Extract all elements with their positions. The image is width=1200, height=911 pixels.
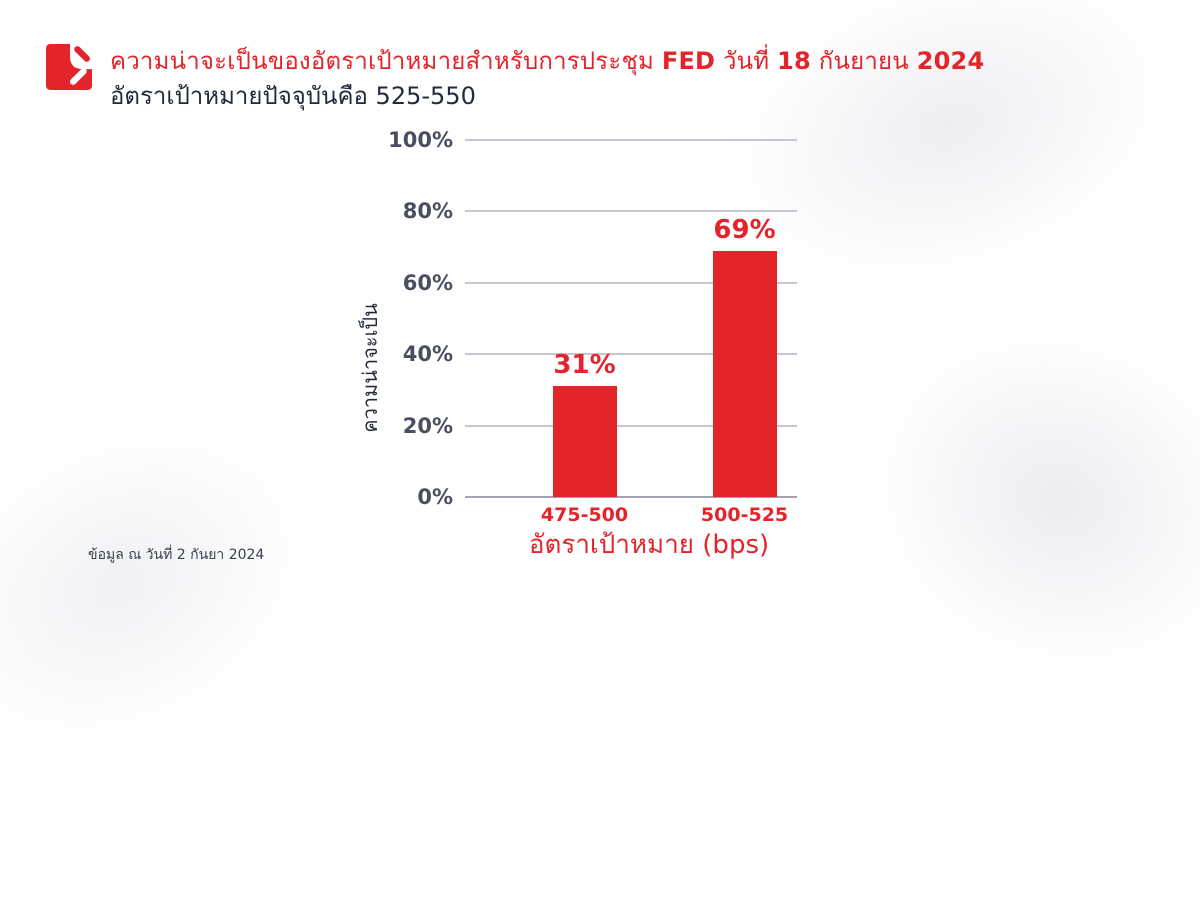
x-axis-title: อัตราเป้าหมาย (bps) (528, 530, 770, 560)
bar (712, 250, 777, 497)
gridline (465, 210, 797, 213)
chart-title-segment: วันที่ (715, 47, 778, 75)
chart-title-segment: ความน่าจะเป็นของอัตราเป้าหมายสำหรับการปร… (110, 47, 662, 75)
bar-value-label: 31% (553, 350, 616, 381)
gridline (465, 353, 797, 356)
bar-value-label: 69% (713, 214, 776, 245)
y-axis-tick-label: 40% (402, 342, 453, 367)
chart-title: ความน่าจะเป็นของอัตราเป้าหมายสำหรับการปร… (110, 44, 984, 78)
y-axis-tick-label: 60% (402, 270, 453, 295)
gridline (465, 281, 797, 284)
plot-area: 0% 20% 40% 60% 80% 100% 31% 475-500 69% 500-525 (388, 128, 797, 526)
chart-subtitle: อัตราเป้าหมายปัจจุบันคือ 525-550 (110, 82, 476, 110)
bar (552, 386, 617, 497)
y-axis-tick-label: 80% (402, 199, 453, 224)
gridline (465, 424, 797, 427)
gridline (465, 496, 797, 498)
y-axis-tick-label: 0% (417, 485, 453, 509)
x-axis-category-label: 475-500 (540, 504, 629, 526)
x-axis-category-label: 500-525 (700, 504, 789, 526)
y-axis-tick-label: 20% (402, 413, 453, 438)
gridline (465, 139, 797, 141)
data-as-of-note: ข้อมูล ณ วันที่ 2 กันยา 2024 (88, 547, 265, 563)
chart-title-segment: 2024 (916, 47, 985, 75)
y-axis-tick-label: 100% (388, 128, 453, 152)
brand-logo-icon (46, 44, 92, 90)
chart-title-segment: กันยายน (810, 47, 917, 75)
y-axis-title: ความน่าจะเป็น (358, 303, 382, 433)
header: ความน่าจะเป็นของอัตราเป้าหมายสำหรับการปร… (46, 44, 984, 113)
chart-title-segment: FED (661, 47, 716, 75)
chart-title-segment: 18 (777, 47, 811, 75)
title-block: ความน่าจะเป็นของอัตราเป้าหมายสำหรับการปร… (110, 44, 984, 113)
